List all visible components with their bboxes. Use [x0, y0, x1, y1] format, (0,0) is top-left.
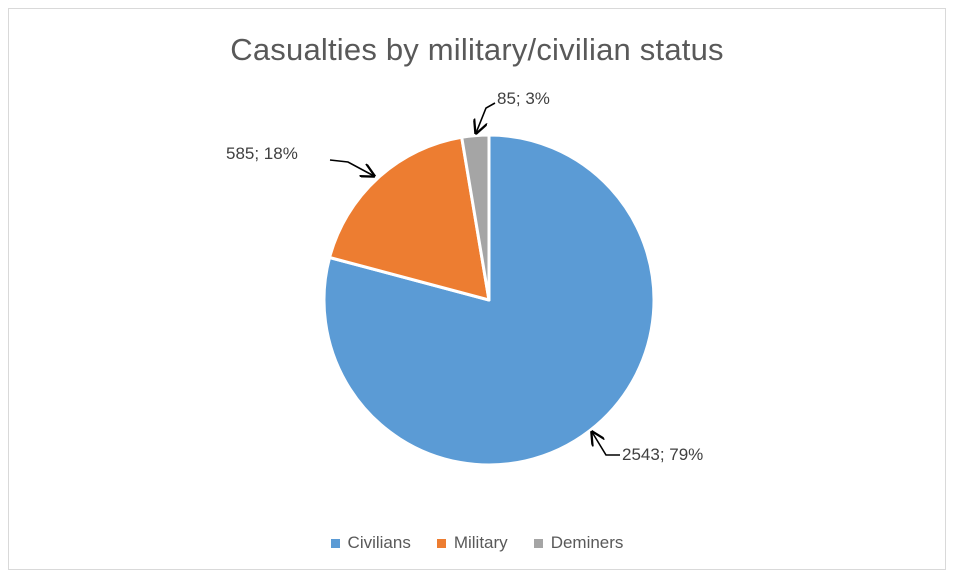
leader-line-military	[329, 159, 374, 176]
legend-swatch-civilians	[330, 538, 340, 548]
data-label-military: 585; 18%	[226, 144, 298, 163]
data-label-civilians: 2543; 79%	[622, 445, 703, 464]
pie-slice-civilians	[322, 133, 656, 467]
legend-label-military: Military	[453, 533, 508, 552]
legend-item-military: Military	[436, 533, 508, 553]
pie-slice-military	[328, 135, 491, 302]
leader-line-deminers	[476, 102, 496, 133]
chart-legend: Civilians Military Deminers	[0, 533, 954, 553]
leader-line-civilians	[592, 432, 620, 456]
legend-item-deminers: Deminers	[533, 533, 624, 553]
chart-title: Casualties by military/civilian status	[230, 32, 724, 67]
legend-swatch-deminers	[533, 538, 543, 548]
data-label-deminers: 85; 3%	[497, 89, 550, 108]
legend-label-civilians: Civilians	[347, 533, 411, 552]
legend-label-deminers: Deminers	[550, 533, 624, 552]
legend-item-civilians: Civilians	[330, 533, 411, 553]
legend-swatch-military	[436, 538, 446, 548]
